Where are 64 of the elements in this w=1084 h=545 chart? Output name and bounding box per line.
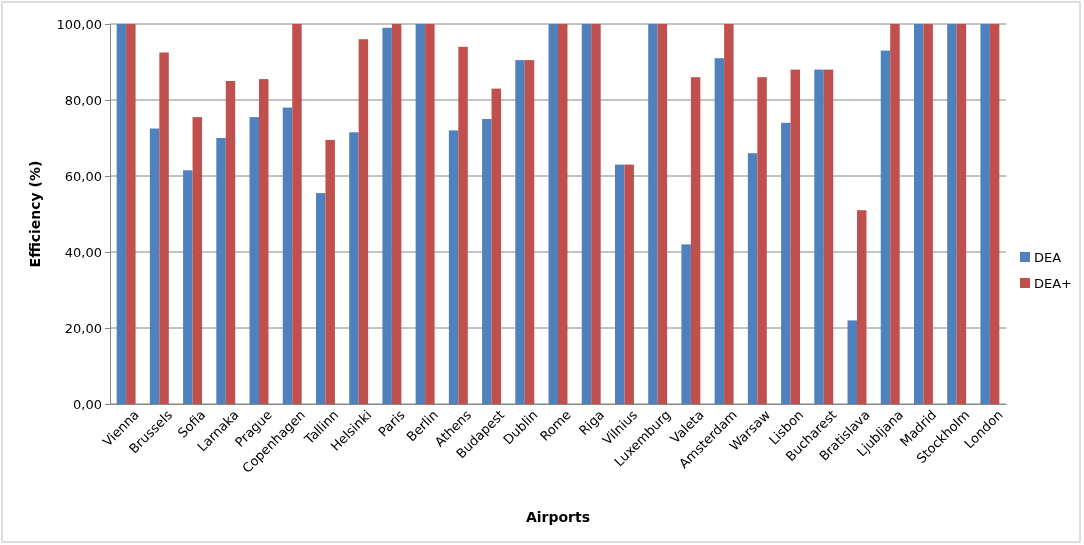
bar: [425, 24, 435, 404]
bar: [415, 24, 426, 404]
bar: [558, 24, 568, 404]
bar: [890, 24, 900, 404]
bar: [657, 24, 668, 404]
bar: [315, 193, 326, 404]
bar: [757, 77, 767, 404]
bar: [482, 119, 492, 404]
bar: [458, 46, 468, 404]
bar: [681, 244, 691, 404]
bar: [249, 117, 259, 404]
bar: [349, 132, 359, 404]
y-tick-label: 80,00: [64, 92, 102, 108]
bar: [956, 24, 967, 404]
bar: [823, 69, 834, 404]
bar: [116, 24, 127, 404]
bar: [358, 39, 369, 404]
legend-label: DEA: [1034, 250, 1062, 265]
bar: [923, 24, 933, 404]
bar: [648, 24, 658, 404]
bar: [515, 60, 525, 404]
bar: [282, 107, 293, 404]
bar: [690, 77, 701, 404]
bar: [614, 164, 625, 404]
bar: [448, 130, 459, 404]
bar: [524, 60, 535, 404]
bar: [980, 24, 990, 404]
bar: [857, 210, 867, 404]
y-tick-label: 40,00: [64, 244, 102, 260]
bar: [724, 24, 734, 404]
bar: [880, 50, 891, 404]
y-tick-label: 60,00: [64, 168, 102, 184]
y-tick-label: 20,00: [64, 320, 102, 336]
legend-label: DEA+: [1034, 276, 1073, 291]
x-axis-title: Airports: [525, 509, 591, 525]
y-tick-label: 0,00: [73, 396, 102, 412]
bar: [581, 24, 592, 404]
bar: [159, 52, 169, 404]
bar: [814, 69, 824, 404]
bar: [183, 170, 193, 404]
y-axis-title: Efficiency (%): [27, 160, 43, 268]
bar: [325, 139, 335, 404]
bar: [149, 128, 160, 404]
bar: [790, 69, 801, 404]
bar: [947, 24, 957, 404]
bar: [781, 122, 791, 404]
bar: [591, 24, 601, 404]
bar: [548, 24, 558, 404]
bar: [847, 320, 857, 404]
bar: [747, 153, 758, 404]
bar: [126, 24, 136, 404]
bar: [225, 81, 236, 404]
bar: [624, 164, 634, 404]
bar: [259, 79, 269, 404]
bar: [382, 27, 392, 404]
bar: [391, 24, 402, 404]
bar: [989, 24, 1000, 404]
bar: [292, 24, 302, 404]
y-tick-label: 100,00: [56, 16, 102, 32]
bar: [216, 138, 226, 404]
bar: [913, 24, 924, 404]
bar: [714, 58, 725, 404]
bar: [491, 88, 502, 404]
bar: [192, 117, 203, 404]
